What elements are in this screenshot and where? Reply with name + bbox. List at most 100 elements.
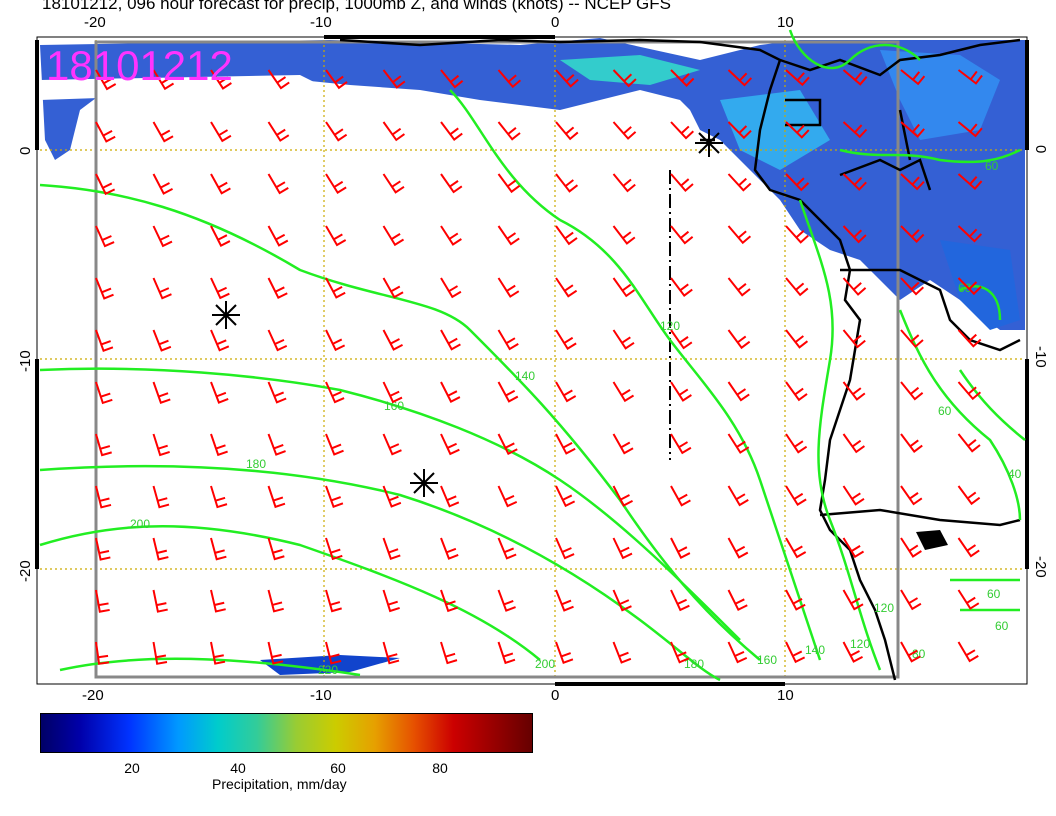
wind-barb bbox=[325, 381, 345, 404]
wind-barb bbox=[842, 277, 867, 296]
wind-barb bbox=[95, 381, 113, 405]
wind-barb bbox=[440, 277, 462, 299]
wind-barb bbox=[497, 381, 519, 403]
lat-left-labels: 0 -10 -20 bbox=[17, 147, 34, 582]
wind-barb bbox=[727, 381, 750, 402]
wind-barb bbox=[900, 485, 923, 506]
wind-barb bbox=[152, 225, 173, 248]
lat-label: -10 bbox=[17, 350, 34, 372]
wind-barb bbox=[440, 121, 463, 141]
wind-barb bbox=[555, 641, 574, 664]
wind-barb bbox=[382, 173, 405, 194]
wind-barb bbox=[727, 277, 751, 297]
wind-barb bbox=[210, 381, 229, 404]
wind-barb bbox=[555, 381, 577, 403]
wind-barb bbox=[267, 69, 290, 90]
wind-barb bbox=[842, 121, 868, 139]
wind-barb bbox=[555, 225, 578, 246]
wind-barb bbox=[382, 485, 402, 508]
wind-barb bbox=[727, 121, 752, 140]
colorbar-tick: 60 bbox=[330, 760, 346, 776]
wind-barb bbox=[210, 589, 226, 613]
wind-barb bbox=[842, 433, 865, 454]
wind-barb bbox=[325, 225, 347, 247]
wind-barb bbox=[440, 381, 461, 403]
wind-barb bbox=[440, 433, 460, 456]
wind-barb bbox=[842, 537, 865, 559]
lat-label: 0 bbox=[17, 147, 34, 155]
wind-barb bbox=[497, 641, 516, 665]
asterisk-marker bbox=[212, 301, 240, 329]
wind-barb bbox=[900, 329, 924, 349]
wind-barb bbox=[612, 277, 635, 298]
wind-barb bbox=[900, 537, 922, 558]
contour-label: 120 bbox=[660, 319, 680, 333]
contour-label: 120 bbox=[874, 601, 894, 615]
wind-barb bbox=[267, 537, 285, 561]
wind-barb bbox=[555, 433, 576, 455]
wind-barb bbox=[497, 225, 520, 246]
wind-barbs bbox=[95, 69, 983, 665]
wind-barb bbox=[440, 173, 463, 194]
wind-barb bbox=[95, 277, 114, 300]
contour-label: 60 bbox=[987, 587, 1001, 601]
wind-barb bbox=[900, 173, 925, 191]
wind-barb bbox=[210, 433, 228, 457]
wind-barb bbox=[267, 589, 284, 613]
wind-barb bbox=[95, 589, 110, 613]
asterisk-marker bbox=[410, 469, 438, 497]
wind-barb bbox=[842, 485, 865, 506]
wind-barb bbox=[267, 641, 284, 665]
wind-barb bbox=[612, 381, 635, 403]
wind-barb bbox=[670, 381, 692, 402]
wind-barb bbox=[440, 537, 459, 560]
wind-barb bbox=[670, 485, 691, 507]
lon-top-labels: -20 -10 0 10 bbox=[84, 14, 794, 31]
wind-barb bbox=[957, 173, 983, 190]
wind-barb bbox=[727, 433, 750, 454]
wind-barb bbox=[957, 537, 980, 558]
wind-barb bbox=[382, 433, 402, 456]
wind-barb bbox=[957, 485, 981, 506]
wind-barb bbox=[267, 173, 289, 195]
wind-barb bbox=[670, 537, 691, 559]
wind-barb bbox=[900, 641, 921, 663]
wind-barb bbox=[325, 173, 347, 195]
wind-barb bbox=[152, 433, 170, 457]
wind-barb bbox=[210, 225, 231, 247]
wind-barb bbox=[670, 225, 694, 245]
map-title: 18101212, 096 hour forecast for precip, … bbox=[42, 0, 671, 13]
lat-label: 0 bbox=[1032, 145, 1049, 153]
wind-barb bbox=[957, 641, 979, 663]
wind-barb bbox=[842, 381, 866, 401]
wind-barb bbox=[842, 69, 868, 86]
wind-barb bbox=[382, 329, 403, 351]
wind-barb bbox=[382, 641, 400, 665]
wind-barb bbox=[785, 485, 807, 507]
wind-barb bbox=[555, 69, 579, 88]
wind-barb bbox=[555, 537, 575, 560]
wind-barb bbox=[670, 641, 690, 664]
wind-barb bbox=[670, 589, 690, 612]
wind-barb bbox=[325, 641, 342, 665]
wind-barb bbox=[785, 69, 810, 87]
wind-barb bbox=[382, 589, 400, 613]
contour-label: 140 bbox=[515, 369, 535, 383]
wind-barb bbox=[325, 69, 348, 90]
wind-barb bbox=[210, 277, 230, 300]
wind-barb bbox=[210, 69, 232, 90]
wind-barb bbox=[612, 173, 636, 193]
wind-barb bbox=[95, 485, 112, 509]
wind-barb bbox=[382, 225, 405, 247]
wind-barb bbox=[497, 485, 518, 508]
colorbar-gradient bbox=[40, 713, 533, 753]
wind-barb bbox=[900, 433, 923, 453]
wind-barb bbox=[267, 277, 288, 300]
contour-label-group: 200 180 160 140 120 220 200 180 160 140 … bbox=[130, 159, 1022, 677]
lat-label: -10 bbox=[1032, 346, 1049, 368]
wind-barb bbox=[210, 173, 231, 195]
wind-barb bbox=[325, 537, 343, 561]
wind-barb bbox=[325, 329, 346, 352]
lon-label: 10 bbox=[777, 14, 794, 31]
lon-label: -10 bbox=[310, 687, 332, 704]
